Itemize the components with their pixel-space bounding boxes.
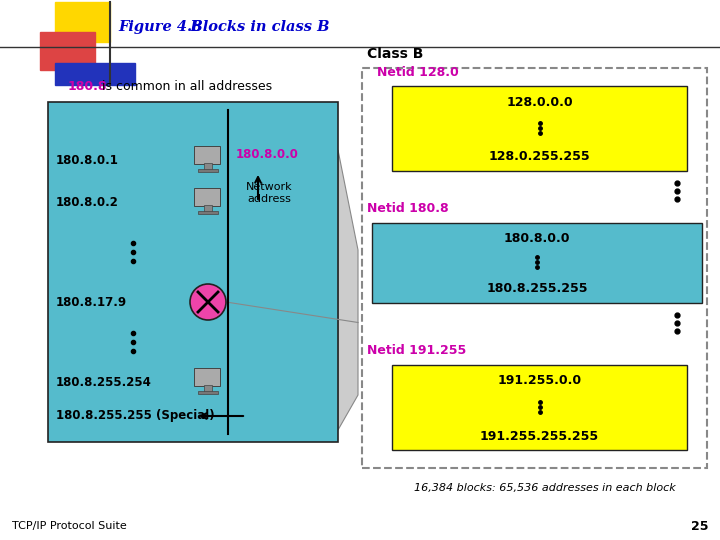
Bar <box>194 368 220 386</box>
Text: Netid 191.255: Netid 191.255 <box>367 345 467 357</box>
Text: 180.8.0.0: 180.8.0.0 <box>504 233 570 246</box>
Text: 16,384 blocks: 65,536 addresses in each block: 16,384 blocks: 65,536 addresses in each … <box>413 483 675 493</box>
Text: 180.8.0.1: 180.8.0.1 <box>56 153 119 166</box>
Text: 180.8.255.255 (Special): 180.8.255.255 (Special) <box>56 409 215 422</box>
Polygon shape <box>338 150 358 430</box>
Text: Netid 180.8: Netid 180.8 <box>367 202 449 215</box>
Bar <box>55 2 110 42</box>
Text: 180.8.0.2: 180.8.0.2 <box>56 195 119 208</box>
Text: TCP/IP Protocol Suite: TCP/IP Protocol Suite <box>12 521 127 531</box>
Text: 180.8.0.0: 180.8.0.0 <box>236 147 299 160</box>
Text: Netid 128.0: Netid 128.0 <box>377 65 459 78</box>
Text: 191.255.255.255: 191.255.255.255 <box>480 429 599 442</box>
Bar <box>372 223 702 303</box>
Bar <box>194 188 220 206</box>
Bar <box>392 86 687 171</box>
Text: 128.0.255.255: 128.0.255.255 <box>489 151 590 164</box>
Text: Blocks in class B: Blocks in class B <box>175 20 330 34</box>
Bar <box>204 163 212 170</box>
Text: 191.255.0.0: 191.255.0.0 <box>498 375 582 388</box>
Text: 180.8.255.255: 180.8.255.255 <box>486 282 588 295</box>
Text: Figure 4.8: Figure 4.8 <box>118 20 202 34</box>
Bar <box>198 391 218 394</box>
Bar <box>362 68 707 468</box>
Bar <box>204 205 212 212</box>
Text: Class B: Class B <box>367 47 423 61</box>
Bar <box>48 102 338 442</box>
Text: 180.8.255.254: 180.8.255.254 <box>56 375 152 388</box>
Text: Network
address: Network address <box>246 182 292 204</box>
Circle shape <box>190 284 226 320</box>
Bar <box>55 63 135 85</box>
Bar <box>198 211 218 214</box>
Text: 25: 25 <box>690 519 708 532</box>
Text: 180.8: 180.8 <box>68 79 107 92</box>
Bar <box>40 32 95 70</box>
Bar <box>194 146 220 164</box>
Text: 180.8.17.9: 180.8.17.9 <box>56 295 127 308</box>
Bar <box>204 385 212 392</box>
Text: 128.0.0.0: 128.0.0.0 <box>506 96 573 109</box>
Text: is common in all addresses: is common in all addresses <box>98 79 272 92</box>
Bar <box>392 365 687 450</box>
Bar <box>198 169 218 172</box>
